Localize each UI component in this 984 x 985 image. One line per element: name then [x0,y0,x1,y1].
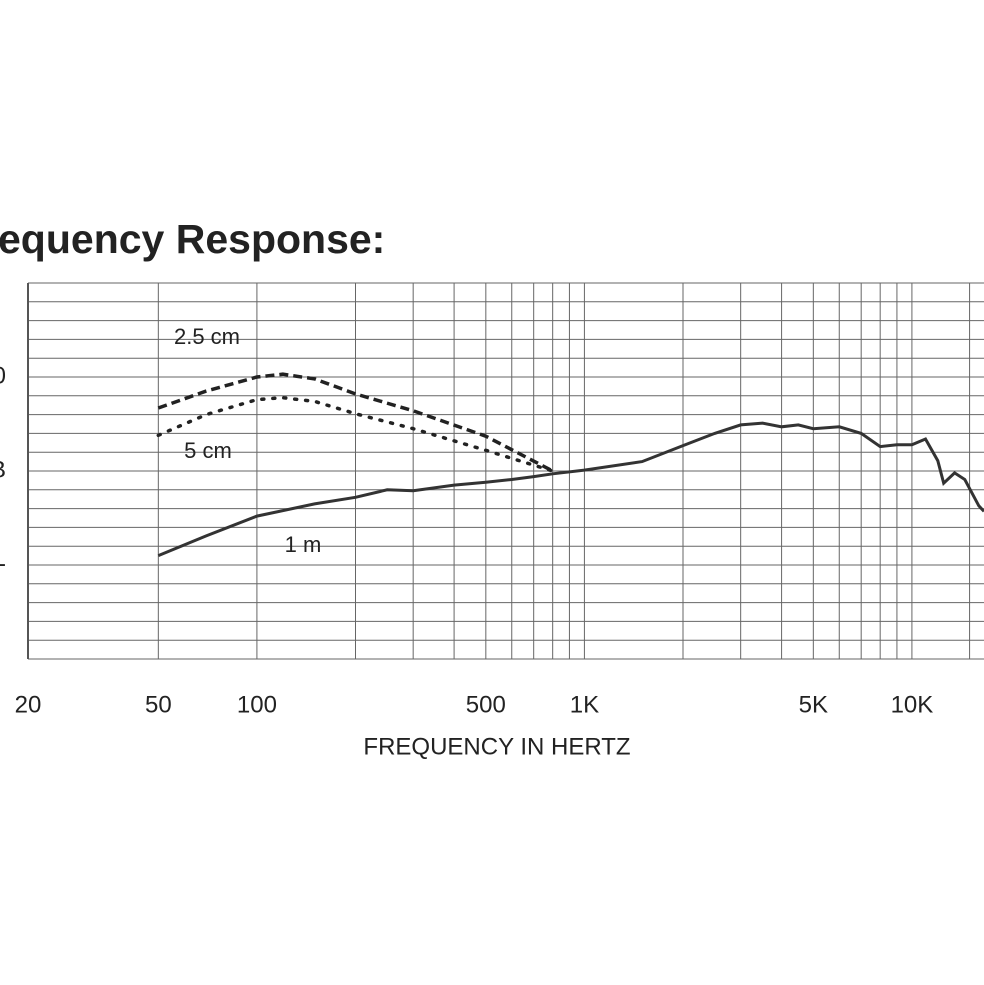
x-tick-label: 10K [891,691,934,718]
series-line [157,421,984,557]
x-tick-label: 5K [799,691,828,718]
x-axis-label: FREQUENCY IN HERTZ [363,733,630,760]
x-tick-label: 100 [237,691,277,718]
x-tick-label: 20 [15,691,42,718]
series-label: 2.5 cm [174,324,240,349]
x-tick-label: 1K [570,691,599,718]
series-line [157,372,554,473]
y-tick-label: - [0,550,6,577]
chart-title: equency Response: [0,216,385,262]
y-tick-label: B [0,456,6,483]
x-tick-label: 500 [466,691,506,718]
series-label: 1 m [285,532,322,557]
y-tick-label: 0 [0,362,6,389]
x-tick-label: 50 [145,691,172,718]
series-label: 5 cm [184,438,232,463]
